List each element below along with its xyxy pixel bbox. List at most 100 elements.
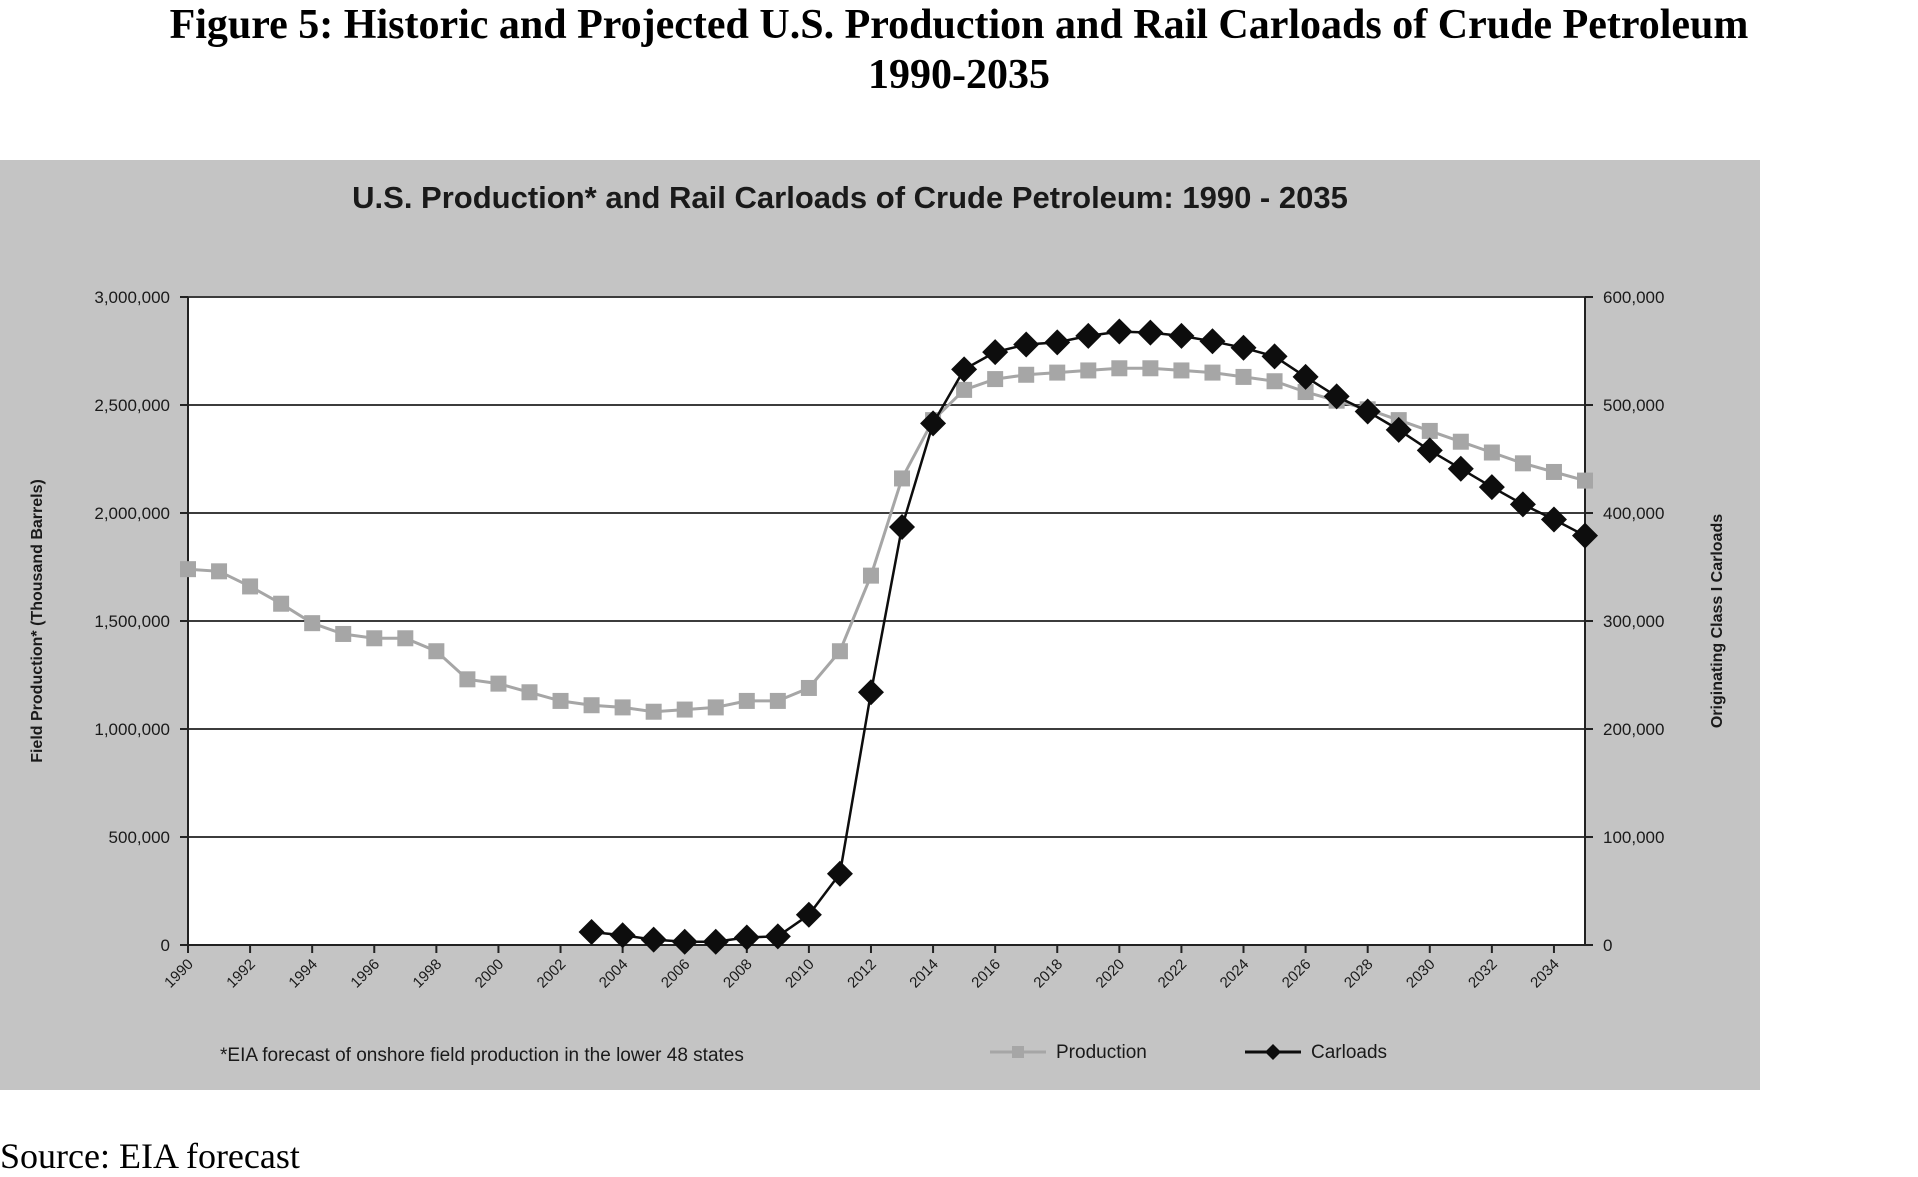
legend-label-carloads: Carloads [1311, 1042, 1387, 1063]
production-point [211, 563, 228, 580]
legend-marker-production [1012, 1046, 1024, 1058]
carloads-point [826, 860, 853, 887]
y-left-tick-label: 1,000,000 [94, 720, 170, 739]
production-point [707, 699, 724, 716]
production-point [242, 578, 259, 595]
production-point [645, 703, 662, 720]
carloads-point [1478, 474, 1505, 501]
carloads-point [733, 924, 760, 951]
production-point [1266, 373, 1283, 390]
y-right-tick-label: 300,000 [1603, 612, 1664, 631]
y-left-tick-label: 1,500,000 [94, 612, 170, 631]
carloads-point [1106, 318, 1133, 345]
y-right-tick-label: 0 [1603, 936, 1612, 955]
carloads-point [1323, 383, 1350, 410]
y-right-tick-label: 400,000 [1603, 504, 1664, 523]
production-point [1049, 364, 1066, 381]
legend: Production Carloads [990, 1042, 1387, 1063]
legend-marker-carloads [1265, 1044, 1281, 1060]
production-point [1080, 362, 1097, 379]
legend-label-production: Production [1056, 1042, 1147, 1063]
carloads-point [671, 928, 698, 955]
y-left-tick-label: 3,000,000 [94, 288, 170, 307]
y-left-tick-label: 2,500,000 [94, 396, 170, 415]
production-point [1018, 366, 1035, 383]
carloads-point [1075, 322, 1102, 349]
production-point [459, 671, 476, 688]
source-note: Source: EIA forecast [0, 1136, 300, 1176]
carloads-point [578, 919, 605, 946]
carloads-point [951, 356, 978, 383]
production-point [800, 679, 817, 696]
carloads-point [702, 928, 729, 955]
carloads-point [1168, 322, 1195, 349]
carloads-point [1572, 522, 1598, 549]
production-point [956, 381, 973, 398]
production-point [428, 643, 445, 660]
carloads-point [1385, 416, 1412, 443]
y-right-tick-label: 500,000 [1603, 396, 1664, 415]
production-point [1204, 364, 1221, 381]
production-point [862, 567, 879, 584]
carloads-point [1354, 398, 1381, 425]
production-point [1421, 422, 1438, 439]
carloads-point [1137, 319, 1164, 346]
figure-title-line1: Figure 5: Historic and Projected U.S. Pr… [169, 2, 1749, 48]
y-right-tick-label: 200,000 [1603, 720, 1664, 739]
chart-footnote: *EIA forecast of onshore field productio… [220, 1045, 744, 1066]
production-point [831, 643, 848, 660]
figure-title: Figure 5: Historic and Projected U.S. Pr… [0, 0, 1918, 100]
production-point [1483, 444, 1500, 461]
carloads-point [982, 339, 1009, 366]
production-point [894, 470, 911, 487]
y-left-tick-label: 500,000 [109, 828, 170, 847]
production-point [521, 684, 538, 701]
carloads-point [1292, 363, 1319, 390]
production-point [304, 615, 321, 632]
production-point [676, 701, 693, 718]
production-point [335, 625, 352, 642]
y-left-tick-label: 2,000,000 [94, 504, 170, 523]
carloads-point [1044, 329, 1071, 356]
production-point [1235, 368, 1252, 385]
y-left-tick-label: 0 [161, 936, 170, 955]
production-point [180, 561, 196, 578]
production-point [1545, 463, 1562, 480]
production-point [1514, 455, 1531, 472]
production-point [583, 697, 600, 714]
production-point [366, 630, 383, 647]
y-right-tick-label: 600,000 [1603, 288, 1664, 307]
production-point [273, 595, 290, 612]
carloads-point [1261, 343, 1288, 370]
carloads-point [795, 901, 822, 928]
carloads-point [1230, 334, 1257, 361]
carloads-point [889, 514, 916, 541]
carloads-point [1509, 491, 1536, 518]
production-point [1297, 384, 1314, 401]
production-point [738, 692, 755, 709]
chart-title: U.S. Production* and Rail Carloads of Cr… [352, 180, 1348, 215]
series [180, 318, 1598, 955]
carloads-point [1199, 328, 1226, 355]
production-point [987, 371, 1004, 388]
production-point [397, 630, 414, 647]
production-point [1577, 472, 1593, 489]
carloads-point [1447, 455, 1474, 482]
y-axis-left-label: Field Production* (Thousand Barrels) [29, 479, 46, 763]
carloads-point [1416, 437, 1443, 464]
production-point [1452, 433, 1469, 450]
y-axis-right-label: Originating Class I Carloads [1709, 514, 1726, 728]
carloads-point [920, 410, 947, 437]
gridlines [188, 296, 1585, 838]
carloads-point [764, 923, 791, 950]
y-right-tick-label: 100,000 [1603, 828, 1664, 847]
production-point [490, 675, 507, 692]
carloads-point [857, 679, 884, 706]
carloads-point [640, 926, 667, 953]
figure-title-line2: 1990-2035 [868, 52, 1050, 98]
production-point [1111, 360, 1128, 377]
chart: U.S. Production* and Rail Carloads of Cr… [0, 160, 1760, 1090]
production-point [614, 699, 631, 716]
production-point [552, 692, 569, 709]
production-point [769, 692, 786, 709]
